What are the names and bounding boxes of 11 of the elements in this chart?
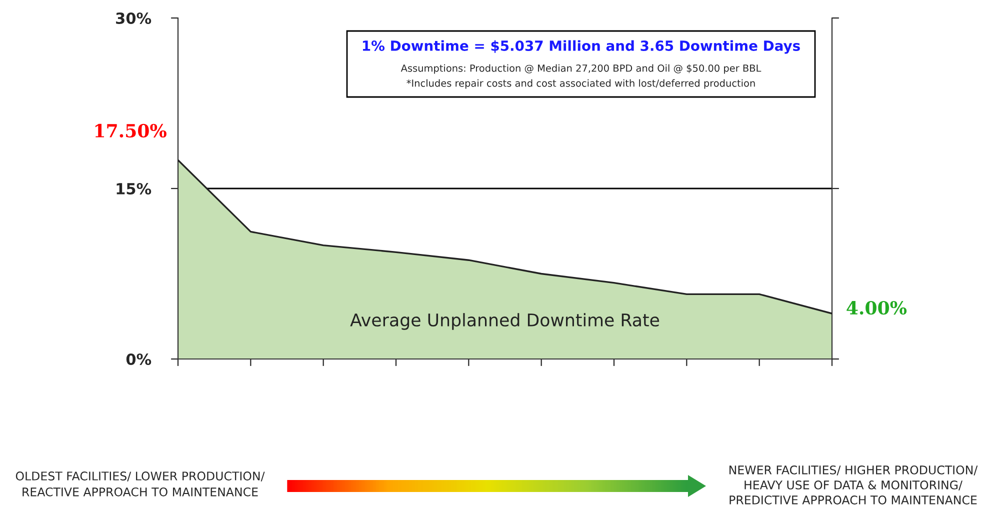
annotation: 1% Downtime = $5.037 Million and 3.65 Downtime Days xyxy=(362,40,800,54)
annotation: *Includes repair costs and cost associated with lost/deferred production xyxy=(406,79,755,89)
annotation: Average Unplanned Downtime Rate xyxy=(350,313,660,330)
text: 4.00% xyxy=(846,300,907,315)
y-tick-label: 0% xyxy=(126,353,152,366)
annotation: Assumptions: Production @ Median 27,200 BPD and Oil @ $50.00 per BBL xyxy=(400,64,762,74)
text: OLDEST FACILITIES/ LOWER PRODUCTION/ REACTIVE APPROACH TO MAINTENANCE xyxy=(16,472,265,496)
y-tick-label: 30% xyxy=(116,12,152,24)
text: NEWER FACILITIES/ HIGHER PRODUCTION/ HEAVY USE OF DATA & MONITORING/ PREDICTIVE APPROACH TO MAINTENANCE xyxy=(730,465,978,504)
text: 17.50% xyxy=(95,124,166,138)
y-tick-label: 15% xyxy=(116,182,152,195)
